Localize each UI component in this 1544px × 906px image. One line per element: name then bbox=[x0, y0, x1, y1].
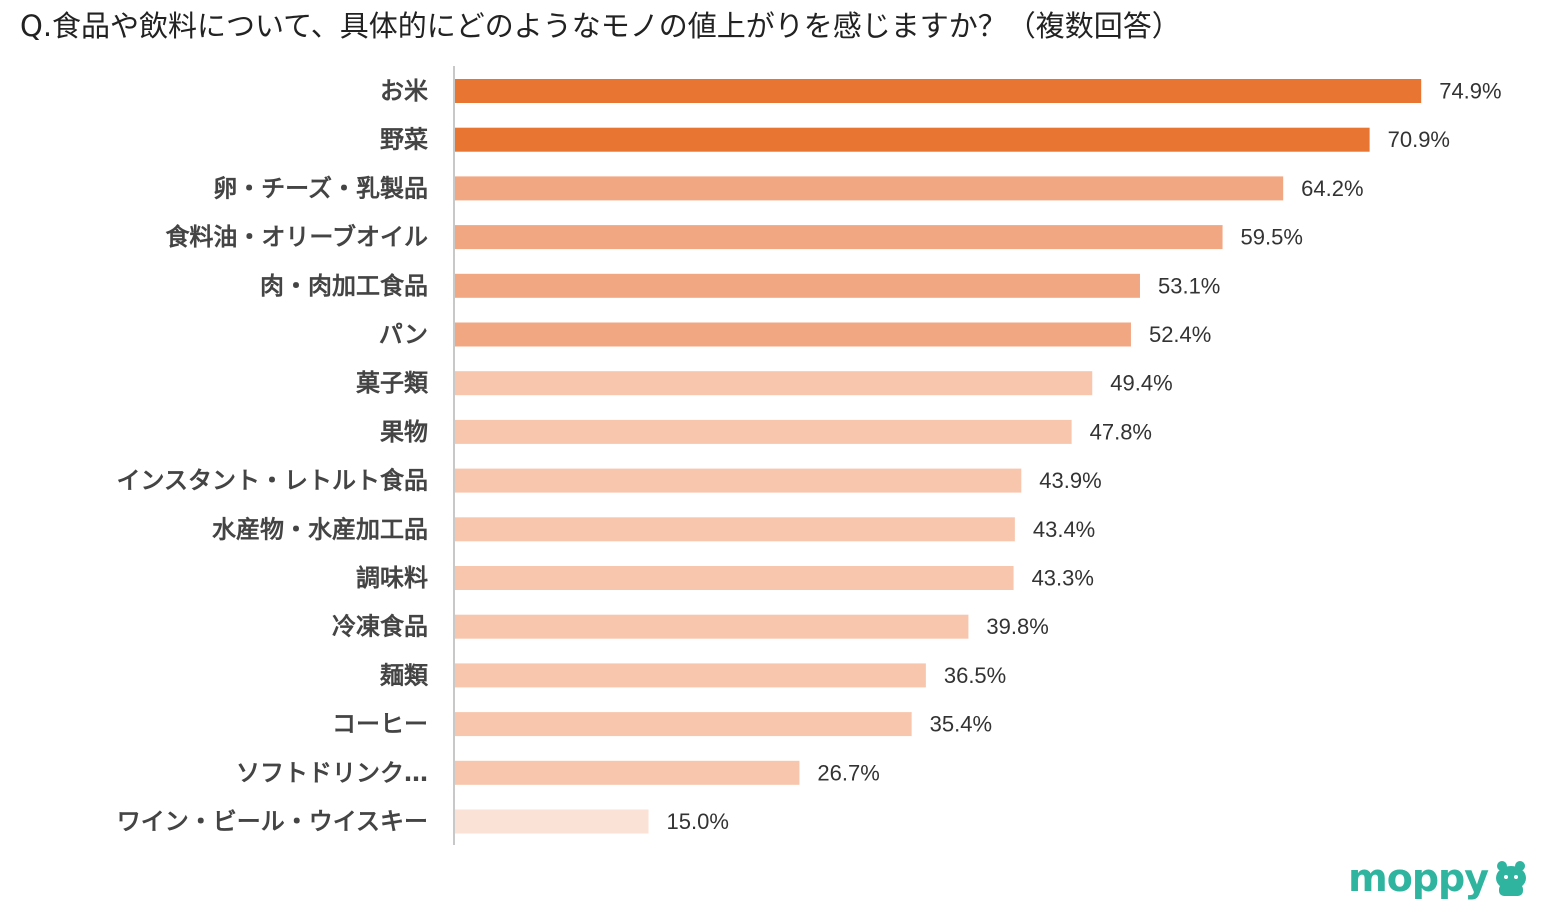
category-label: パン bbox=[379, 321, 428, 349]
value-label: 43.3% bbox=[1032, 566, 1094, 591]
value-label: 39.8% bbox=[986, 614, 1048, 639]
bar bbox=[455, 225, 1223, 250]
category-label: 肉・肉加工食品 bbox=[260, 272, 428, 300]
bar bbox=[455, 760, 800, 785]
value-label: 15.0% bbox=[667, 809, 729, 834]
bar bbox=[455, 566, 1014, 590]
category-label: 麺類 bbox=[379, 661, 429, 689]
bar bbox=[455, 371, 1093, 396]
category-label: インスタント・レトルト食品 bbox=[116, 467, 428, 495]
value-label: 36.5% bbox=[944, 663, 1006, 688]
moppy-logo: moppy bbox=[1348, 858, 1530, 898]
category-label: 調味料 bbox=[356, 564, 428, 592]
bar bbox=[455, 614, 969, 639]
category-label: 果物 bbox=[380, 418, 428, 446]
bar bbox=[455, 273, 1140, 298]
value-label: 74.9% bbox=[1439, 79, 1501, 104]
bar bbox=[455, 663, 926, 688]
category-label: 卵・チーズ・乳製品 bbox=[213, 174, 428, 202]
logo-text: moppy bbox=[1348, 856, 1489, 900]
bar bbox=[455, 468, 1022, 493]
category-label: ソフトドリンク… bbox=[236, 759, 428, 787]
category-label: 食料油・オリーブオイル bbox=[165, 223, 428, 251]
value-label: 47.8% bbox=[1090, 419, 1152, 444]
value-label: 49.4% bbox=[1110, 371, 1172, 396]
value-label: 53.1% bbox=[1158, 273, 1220, 298]
moppy-mascot-icon bbox=[1496, 861, 1526, 896]
value-label: 70.9% bbox=[1388, 127, 1450, 152]
bar bbox=[455, 176, 1284, 201]
value-label: 52.4% bbox=[1149, 322, 1211, 347]
category-label: 冷凍食品 bbox=[332, 613, 428, 641]
bar bbox=[455, 517, 1015, 542]
category-label: 野菜 bbox=[380, 126, 428, 154]
category-label: 水産物・水産加工品 bbox=[212, 515, 428, 543]
bar bbox=[455, 712, 912, 737]
category-label: 菓子類 bbox=[355, 369, 429, 397]
bar bbox=[455, 79, 1422, 103]
category-label: お米 bbox=[380, 77, 428, 105]
value-label: 64.2% bbox=[1301, 176, 1363, 201]
bar bbox=[455, 809, 649, 834]
value-label: 43.4% bbox=[1033, 517, 1095, 542]
value-label: 35.4% bbox=[930, 712, 992, 737]
value-label: 26.7% bbox=[817, 760, 879, 785]
bar bbox=[455, 419, 1072, 444]
value-label: 43.9% bbox=[1039, 468, 1101, 493]
category-label: コーヒー bbox=[332, 710, 428, 738]
bar bbox=[455, 322, 1131, 347]
chart-title: Q.食品や飲料について、具体的にどのようなモノの値上がりを感じますか？（複数回答… bbox=[20, 9, 1181, 43]
value-label: 59.5% bbox=[1241, 225, 1303, 250]
bar bbox=[455, 127, 1370, 152]
category-label: ワイン・ビール・ウイスキー bbox=[117, 808, 428, 836]
